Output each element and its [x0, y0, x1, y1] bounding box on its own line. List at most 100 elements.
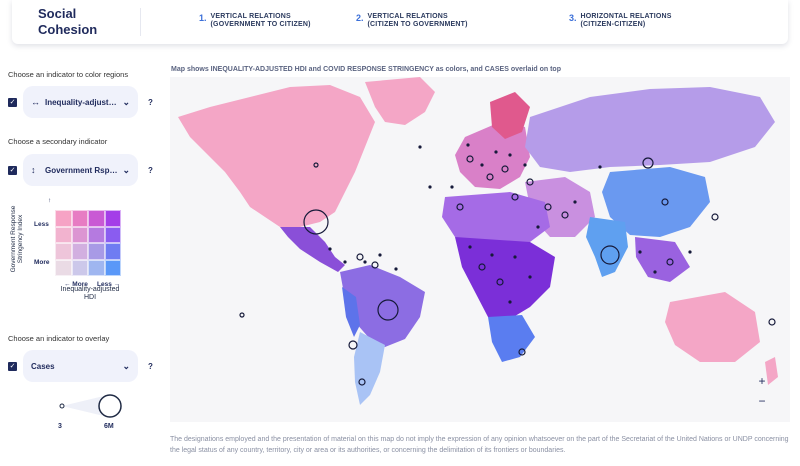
tab-vertical-citizen-to-government[interactable]: 2. VERTICAL RELATIONS (CITIZEN TO GOVERN… [356, 0, 569, 44]
chevron-down-icon: ⌄ [122, 164, 130, 175]
case-circle[interactable] [561, 211, 569, 219]
overlay-indicator-select[interactable]: Cases ⌄ [23, 350, 138, 382]
case-circle[interactable] [239, 312, 245, 318]
region-greenland[interactable] [365, 77, 435, 125]
small-circle-icon [59, 403, 65, 409]
case-dots [328, 143, 692, 304]
size-legend-min: 3 [58, 423, 62, 430]
tab-number: 1. [199, 13, 207, 23]
case-circle-india[interactable] [600, 245, 620, 265]
bivariate-legend: Government Response Stringency Index ↑ L… [6, 197, 156, 301]
tab-label-line1: VERTICAL RELATIONS [367, 13, 448, 20]
color-indicator-prompt: Choose an indicator to color regions [8, 70, 129, 79]
overlay-indicator-checkbox[interactable]: ✓ [8, 361, 17, 371]
overlay-indicator-row: ✓ Cases ⌄ ? [8, 350, 158, 382]
case-circle[interactable] [313, 162, 319, 168]
case-circle[interactable] [511, 193, 519, 201]
size-wedge [62, 395, 108, 417]
secondary-indicator-checkbox[interactable]: ✓ [8, 165, 17, 175]
world-map-canvas[interactable] [170, 77, 790, 422]
region-north-america[interactable] [178, 85, 375, 227]
legend-y-less: Less [34, 221, 49, 228]
secondary-indicator-prompt: Choose a secondary indicator [8, 137, 108, 146]
case-circle[interactable] [768, 318, 776, 326]
zoom-in-button[interactable]: + [758, 374, 766, 388]
region-central-africa[interactable] [455, 237, 555, 322]
size-legend-max: 6M [104, 423, 114, 430]
region-central-america[interactable] [280, 227, 345, 272]
case-circle[interactable] [478, 263, 486, 271]
chevron-down-icon: ⌄ [122, 360, 130, 371]
help-icon[interactable]: ? [148, 165, 153, 175]
map-disclaimer: The designations employed and the presen… [170, 436, 789, 454]
horizontal-arrows-icon: ↔ [31, 97, 40, 107]
case-circle-brazil[interactable] [377, 299, 399, 321]
legend-cell-3-1 [71, 259, 88, 276]
case-circle[interactable] [544, 203, 552, 211]
tab-horizontal-citizen-citizen[interactable]: 3. HORIZONTAL RELATIONS (CITIZEN-CITIZEN… [569, 0, 749, 44]
region-south-america-south[interactable] [354, 332, 385, 405]
case-circle[interactable] [661, 198, 669, 206]
legend-cell-0-3 [104, 210, 121, 227]
case-circle[interactable] [526, 178, 534, 186]
tab-label-line2: (CITIZEN TO GOVERNMENT) [367, 21, 468, 28]
region-new-zealand[interactable] [765, 357, 778, 385]
legend-cell-2-3 [104, 243, 121, 260]
case-circle[interactable] [486, 173, 494, 181]
legend-cell-1-2 [88, 226, 105, 243]
region-north-africa[interactable] [442, 192, 550, 245]
case-circle[interactable] [456, 203, 464, 211]
case-circle[interactable] [501, 165, 509, 173]
legend-y-more: More [34, 259, 50, 266]
tab-label-line1: VERTICAL RELATIONS [210, 13, 291, 20]
legend-cell-3-2 [88, 259, 105, 276]
legend-cell-0-0 [55, 210, 72, 227]
region-southeast-asia[interactable] [635, 237, 690, 282]
color-indicator-value: Inequality-adjust… [45, 97, 117, 107]
secondary-indicator-row: ✓ ↕ Government Rsp… ⌄ ? [8, 154, 158, 186]
vertical-arrows-icon: ↕ [31, 165, 36, 175]
overlay-indicator-prompt: Choose an indicator to overlay [8, 334, 110, 343]
case-circle[interactable] [518, 348, 526, 356]
color-indicator-select[interactable]: ↔ Inequality-adjust… ⌄ [23, 86, 138, 118]
case-circle[interactable] [466, 155, 474, 163]
legend-cell-1-3 [104, 226, 121, 243]
tab-number: 3. [569, 13, 577, 23]
case-circle[interactable] [666, 258, 674, 266]
map-caption: Map shows INEQUALITY-ADJUSTED HDI and CO… [171, 66, 561, 73]
legend-cell-3-3 [104, 259, 121, 276]
region-south-america-west[interactable] [342, 287, 360, 337]
legend-cell-3-0 [55, 259, 72, 276]
tab-vertical-government-to-citizen[interactable]: 1. VERTICAL RELATIONS (GOVERNMENT TO CIT… [141, 0, 356, 44]
legend-x-less: Less → [97, 281, 121, 288]
region-russia[interactable] [525, 87, 775, 172]
help-icon[interactable]: ? [148, 361, 153, 371]
case-circle-russia[interactable] [642, 157, 654, 169]
region-scandinavia[interactable] [490, 92, 530, 139]
tab-label-line2: (GOVERNMENT TO CITIZEN) [210, 21, 311, 28]
legend-cell-2-0 [55, 243, 72, 260]
tab-label-line2: (CITIZEN-CITIZEN) [580, 21, 646, 28]
app-title[interactable]: Social Cohesion [12, 0, 140, 44]
case-circle[interactable] [711, 213, 719, 221]
case-circle-usa[interactable] [303, 209, 329, 235]
case-circle[interactable] [496, 278, 504, 286]
zoom-out-button[interactable]: − [758, 394, 766, 408]
legend-cell-2-2 [88, 243, 105, 260]
app-title-line1: Social [38, 6, 77, 21]
region-southern-africa[interactable] [488, 315, 535, 362]
case-circle[interactable] [358, 378, 366, 386]
help-icon[interactable]: ? [148, 97, 153, 107]
region-europe[interactable] [455, 122, 530, 189]
region-australia[interactable] [665, 292, 760, 362]
color-indicator-checkbox[interactable]: ✓ [8, 97, 17, 107]
region-east-asia[interactable] [602, 167, 710, 237]
case-circle[interactable] [348, 340, 358, 350]
case-circle[interactable] [356, 253, 364, 261]
case-circle[interactable] [371, 261, 379, 269]
legend-cell-2-1 [71, 243, 88, 260]
secondary-indicator-select[interactable]: ↕ Government Rsp… ⌄ [23, 154, 138, 186]
region-south-america-north[interactable] [340, 265, 425, 347]
header-divider [140, 8, 141, 36]
world-map[interactable]: + − [170, 77, 790, 422]
